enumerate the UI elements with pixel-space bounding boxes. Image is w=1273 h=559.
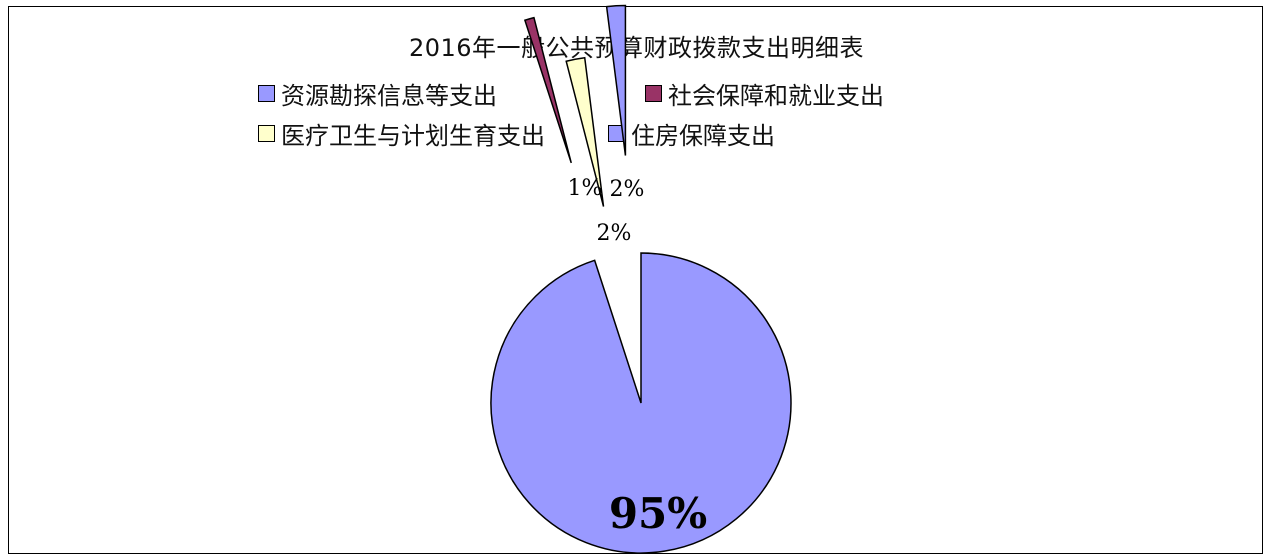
legend-swatch	[645, 85, 662, 102]
pie-slice-label: 2%	[610, 177, 645, 202]
legend-swatch	[258, 125, 275, 142]
pie-slice	[490, 252, 792, 554]
legend-item-healthcare: 医疗卫生与计划生育支出	[258, 116, 545, 151]
legend-item-housing: 住房保障支出	[608, 116, 775, 151]
chart-title: 2016年一般公共预算财政拨款支出明细表	[408, 34, 865, 62]
legend-label: 医疗卫生与计划生育支出	[281, 122, 545, 150]
legend-item-social-security: 社会保障和就业支出	[645, 76, 884, 111]
legend-label: 住房保障支出	[631, 122, 775, 150]
pie-slice-label: 2%	[597, 221, 632, 246]
pie-slice	[605, 4, 627, 156]
pie-slice-label: 95%	[609, 489, 707, 538]
legend-swatch	[258, 85, 275, 102]
pie-slice	[565, 56, 605, 207]
legend-label: 资源勘探信息等支出	[281, 82, 497, 110]
legend-item-resource-exploration: 资源勘探信息等支出	[258, 76, 497, 111]
pie-slice-label: 1%	[568, 176, 603, 201]
legend-label: 社会保障和就业支出	[668, 82, 884, 110]
pie-slice	[523, 16, 572, 164]
